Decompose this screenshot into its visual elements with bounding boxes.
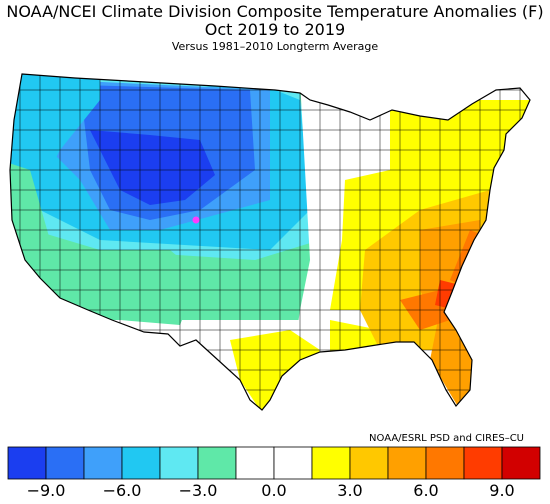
map-subtitle: Versus 1981–2010 Longterm Average	[171, 40, 379, 53]
legend-swatch	[273, 446, 313, 480]
legend-label: 0.0	[261, 481, 287, 500]
legend-swatch	[7, 446, 47, 480]
legend-swatch	[463, 446, 503, 480]
legend-swatch	[83, 446, 123, 480]
legend-label: 9.0	[489, 481, 515, 500]
legend-swatch	[425, 446, 465, 480]
legend-label: 6.0	[413, 481, 439, 500]
map-credit: NOAA/ESRL PSD and CIRES–CU	[369, 433, 524, 444]
legend-label: −3.0	[178, 481, 218, 500]
anomaly-marker	[192, 216, 200, 224]
map-period: Oct 2019 to 2019	[204, 20, 346, 39]
legend-swatch	[349, 446, 389, 480]
legend-label: −9.0	[26, 481, 66, 500]
legend-swatch	[121, 446, 161, 480]
us-climate-division-map	[9, 73, 531, 411]
legend-swatch	[197, 446, 237, 480]
legend-swatch	[311, 446, 351, 480]
anomaly-fill-layer	[10, 74, 530, 410]
legend-label: 3.0	[337, 481, 363, 500]
color-legend	[7, 446, 541, 480]
legend-swatch	[159, 446, 199, 480]
legend-swatch	[235, 446, 275, 480]
legend-swatch	[387, 446, 427, 480]
legend-swatch	[501, 446, 541, 480]
legend-label: −6.0	[102, 481, 142, 500]
map-title: NOAA/NCEI Climate Division Composite Tem…	[6, 2, 544, 21]
legend-swatch	[45, 446, 85, 480]
